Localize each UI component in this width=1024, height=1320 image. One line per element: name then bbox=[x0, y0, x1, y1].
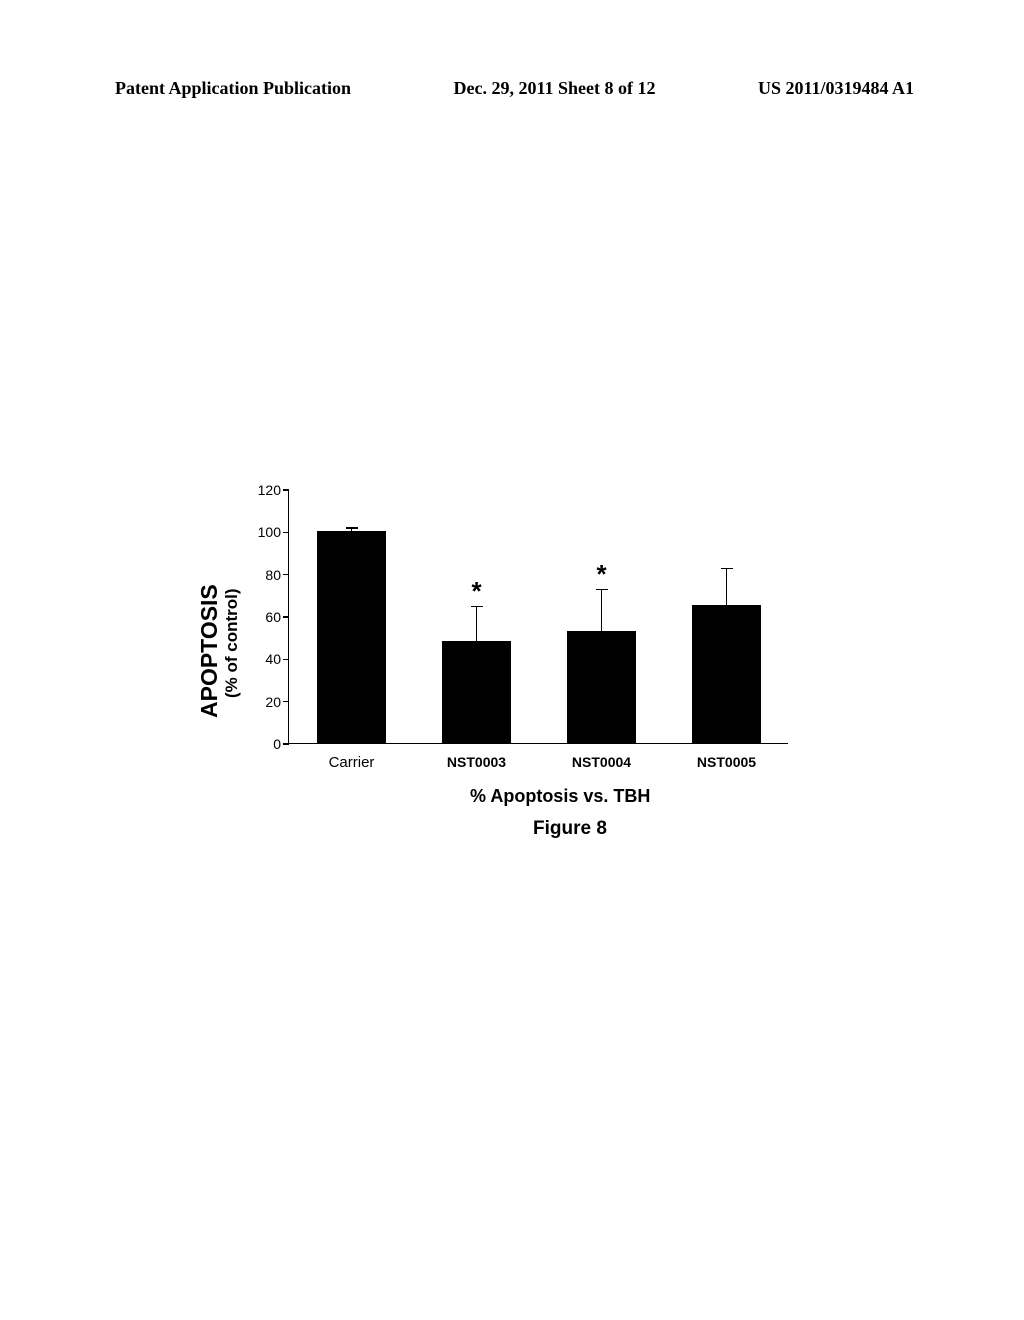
error-cap bbox=[721, 568, 733, 570]
bar-chart: APOPTOSIS (% of control) 020406080100120… bbox=[190, 490, 830, 840]
error-bar bbox=[726, 568, 728, 606]
y-tick-label: 80 bbox=[255, 567, 281, 583]
y-tick bbox=[283, 489, 289, 491]
figure-label: Figure 8 bbox=[533, 818, 607, 840]
y-tick-label: 0 bbox=[255, 736, 281, 752]
y-tick-label: 60 bbox=[255, 609, 281, 625]
significance-marker: * bbox=[596, 559, 606, 590]
bar bbox=[317, 531, 386, 743]
x-tick-label: NST0003 bbox=[447, 754, 506, 770]
y-tick-label: 20 bbox=[255, 694, 281, 710]
page-header: Patent Application Publication Dec. 29, … bbox=[0, 78, 1024, 99]
x-tick-label: NST0005 bbox=[697, 754, 756, 770]
y-tick-label: 40 bbox=[255, 651, 281, 667]
y-tick bbox=[283, 701, 289, 703]
y-tick bbox=[283, 659, 289, 661]
significance-marker: * bbox=[471, 576, 481, 607]
error-cap bbox=[346, 527, 358, 529]
header-right: US 2011/0319484 A1 bbox=[758, 78, 914, 99]
y-tick bbox=[283, 574, 289, 576]
plot-region: 020406080100120Carrier*NST0003*NST0004NS… bbox=[288, 490, 788, 744]
bar bbox=[692, 605, 761, 743]
bar bbox=[442, 641, 511, 743]
y-tick bbox=[283, 743, 289, 745]
error-bar bbox=[601, 589, 603, 631]
bar bbox=[567, 631, 636, 743]
x-axis-title: % Apoptosis vs. TBH bbox=[470, 786, 650, 807]
x-tick-label: Carrier bbox=[329, 754, 375, 771]
error-bar bbox=[476, 606, 478, 642]
header-left: Patent Application Publication bbox=[115, 78, 351, 99]
y-tick-label: 100 bbox=[255, 524, 281, 540]
y-axis-subtitle: (% of control) bbox=[222, 588, 242, 698]
y-tick bbox=[283, 616, 289, 618]
y-tick bbox=[283, 532, 289, 534]
y-tick-label: 120 bbox=[255, 482, 281, 498]
x-tick-label: NST0004 bbox=[572, 754, 631, 770]
y-axis-title: APOPTOSIS bbox=[196, 584, 223, 718]
header-mid: Dec. 29, 2011 Sheet 8 of 12 bbox=[454, 78, 656, 99]
